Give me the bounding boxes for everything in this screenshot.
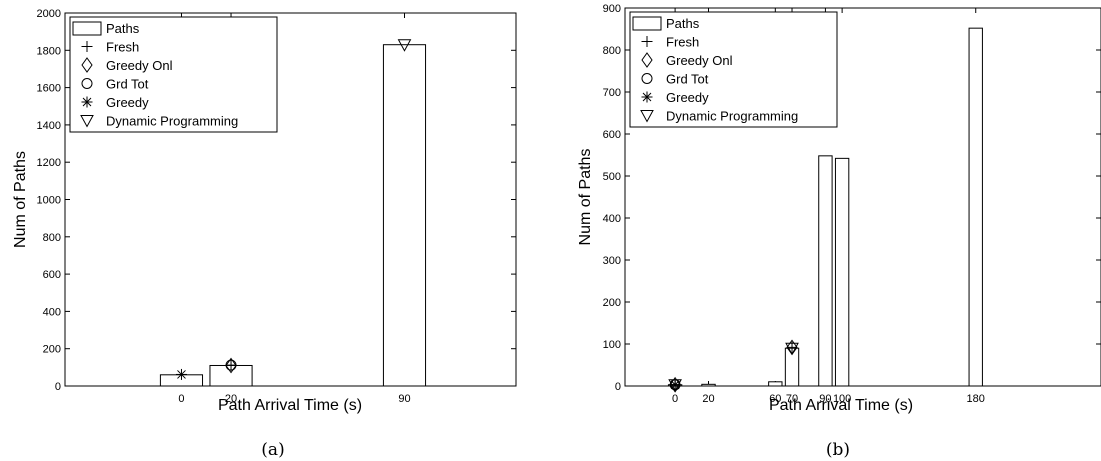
bar (382, 44, 427, 387)
y-tick-label: 500 (603, 171, 621, 183)
dynamic-programming-marker (640, 110, 654, 123)
x-tick-label: 60 (769, 393, 781, 405)
legend-box (69, 16, 278, 133)
y-tick-label: 400 (43, 306, 61, 318)
y-tick-label: 1000 (37, 195, 61, 207)
y-axis-label: Num of Paths (12, 151, 29, 248)
legend-label: Grd Tot (666, 72, 709, 87)
legend-label: Greedy Onl (106, 58, 173, 73)
y-tick-label: 1600 (37, 83, 61, 95)
legend-label: Fresh (106, 40, 139, 55)
x-tick-label: 70 (786, 393, 798, 405)
y-tick-label: 200 (603, 297, 621, 309)
x-tick-label: 20 (225, 393, 237, 405)
y-tick-label: 200 (43, 344, 61, 356)
y-tick-label: 800 (43, 232, 61, 244)
bar (768, 381, 783, 387)
y-tick-label: 2000 (37, 8, 61, 20)
legend-label: Dynamic Programming (666, 109, 798, 124)
x-axis-label: Path Arrival Time (s) (218, 397, 362, 414)
legend: Paths Fresh Greedy Onl Grd Tot Greedy Dynamic… (69, 16, 278, 133)
greedy-marker (669, 379, 681, 391)
bar (834, 157, 850, 387)
chart-a: 0 200 400 600 800 1000 1200 1400 1600 1800 2000 0 20… (12, 8, 517, 460)
y-tick-label: 400 (603, 213, 621, 225)
x-tick-label: 100 (833, 393, 851, 405)
greedy-onl-marker (641, 52, 653, 68)
dynamic-programming-marker (668, 379, 682, 392)
legend-label: Paths (106, 21, 140, 36)
y-tick-label: 600 (43, 269, 61, 281)
legend-label: Greedy Onl (666, 53, 733, 68)
greedy-marker (81, 96, 93, 108)
legend-swatch-bar (72, 21, 102, 36)
legend-box (629, 11, 838, 128)
dynamic-programming-marker (80, 115, 94, 128)
y-tick-label: 0 (615, 381, 621, 393)
grd-tot-marker (641, 73, 653, 84)
legend-label: Greedy (106, 95, 149, 110)
x-tick-label: 180 (967, 393, 985, 405)
greedy-marker (641, 91, 653, 103)
panel-caption: (b) (826, 440, 850, 460)
legend-label: Grd Tot (106, 77, 149, 92)
y-tick-label: 700 (603, 87, 621, 99)
greedy-onl-marker (225, 357, 237, 374)
x-tick-label: 0 (178, 393, 184, 405)
bar (968, 27, 983, 387)
bar (818, 155, 833, 387)
fresh-marker (225, 359, 237, 371)
x-tick-label: 90 (819, 393, 831, 405)
y-tick-label: 800 (603, 45, 621, 57)
fresh-marker (81, 41, 93, 52)
y-tick-label: 300 (603, 255, 621, 267)
legend: Paths Fresh Greedy Onl Grd Tot Greedy Dynamic… (629, 11, 838, 128)
dynamic-programming-marker (397, 39, 412, 52)
greedy-onl-marker (81, 57, 93, 73)
y-tick-label: 900 (603, 3, 621, 15)
legend-swatch-bar (632, 16, 662, 31)
legend-label: Fresh (666, 35, 699, 50)
dynamic-programming-marker (785, 342, 799, 356)
legend-label: Greedy (666, 90, 709, 105)
fresh-marker (641, 36, 653, 47)
y-tick-label: 100 (603, 339, 621, 351)
y-axis-label: Num of Paths (577, 149, 594, 246)
legend-label: Dynamic Programming (106, 114, 238, 129)
y-tick-label: 600 (603, 129, 621, 141)
grd-tot-marker (225, 359, 237, 371)
x-tick-label: 20 (702, 393, 714, 405)
greedy-marker (175, 368, 187, 380)
x-axis-label: Path Arrival Time (s) (769, 397, 913, 414)
legend-label: Paths (666, 16, 700, 31)
y-tick-label: 1200 (37, 157, 61, 169)
y-tick-label: 1800 (37, 45, 61, 57)
panel-caption: (a) (261, 440, 284, 460)
y-tick-label: 0 (55, 381, 61, 393)
y-tick-label: 1400 (37, 120, 61, 132)
x-tick-label: 0 (672, 393, 678, 405)
grd-tot-marker (81, 78, 93, 89)
x-tick-label: 90 (398, 393, 410, 405)
